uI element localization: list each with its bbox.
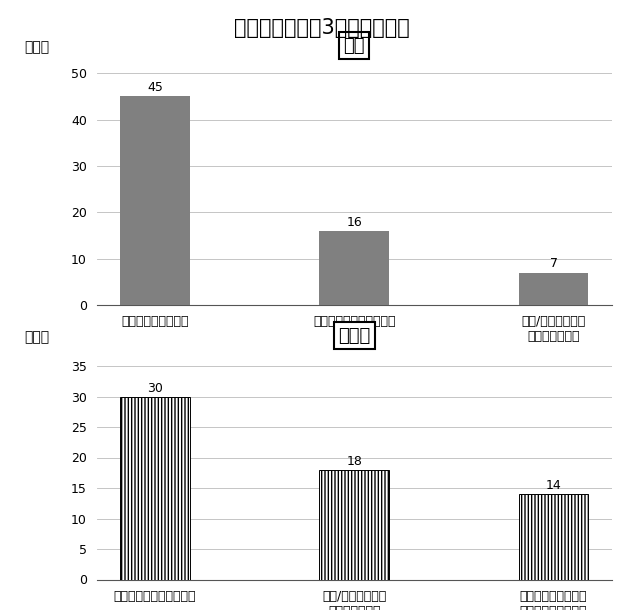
Bar <box>319 470 389 580</box>
Text: 16: 16 <box>346 215 362 229</box>
Bar <box>518 494 589 580</box>
Text: 企業数: 企業数 <box>24 41 50 55</box>
Text: ドイツ: ドイツ <box>338 326 370 345</box>
Text: 30: 30 <box>147 382 163 395</box>
Bar <box>319 231 389 305</box>
Text: 日本: 日本 <box>343 37 365 55</box>
Text: 参加企業の上位3位の産業分野: 参加企業の上位3位の産業分野 <box>234 18 410 38</box>
Bar <box>120 96 190 305</box>
Bar <box>518 273 589 305</box>
Text: 45: 45 <box>147 81 163 94</box>
Text: 14: 14 <box>545 479 562 492</box>
Text: 企業数: 企業数 <box>24 331 50 345</box>
Text: 7: 7 <box>549 257 558 270</box>
Text: 18: 18 <box>346 455 362 468</box>
Bar <box>120 396 190 580</box>
